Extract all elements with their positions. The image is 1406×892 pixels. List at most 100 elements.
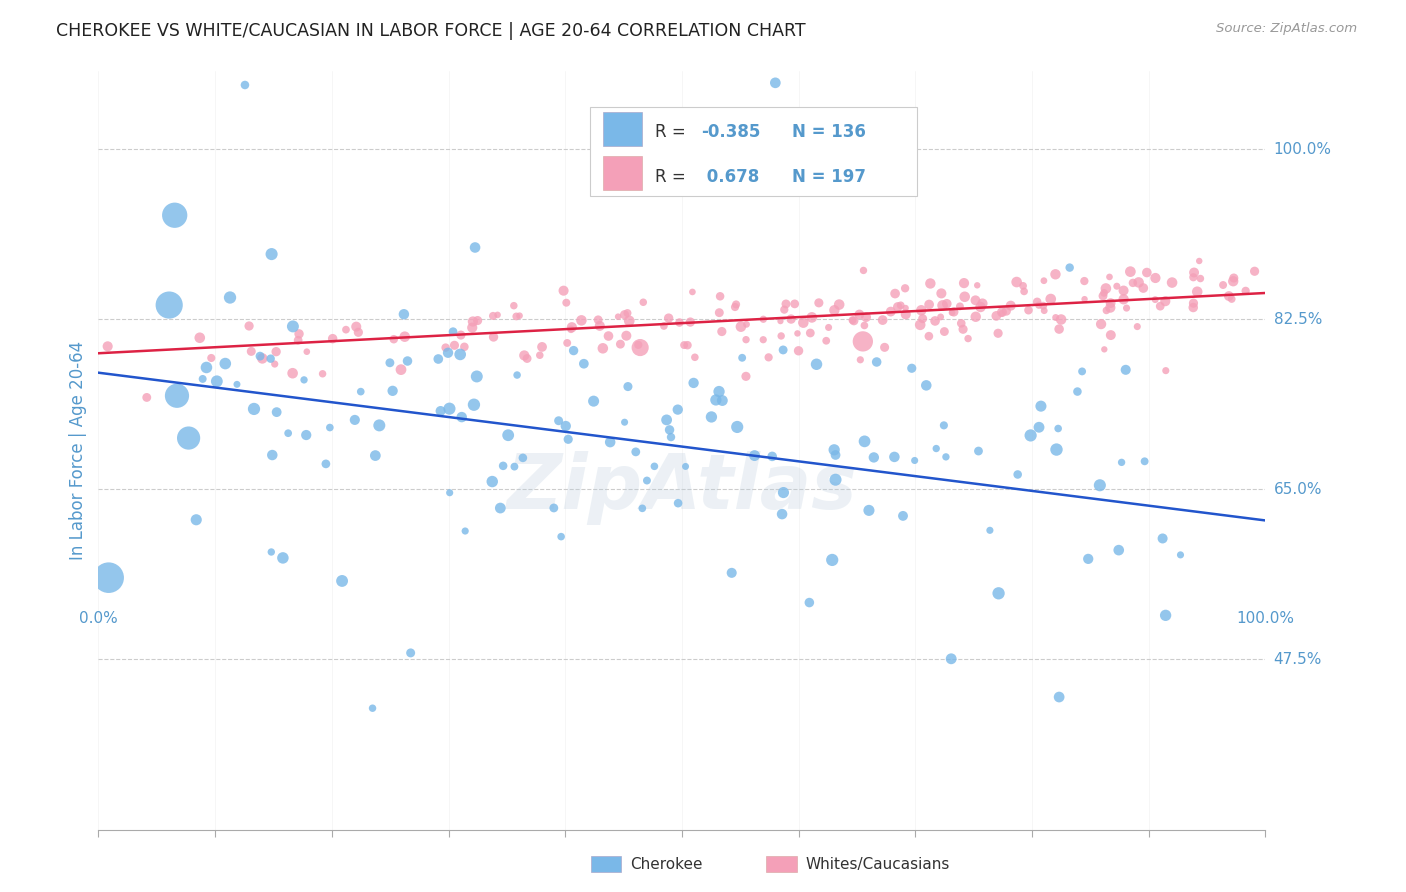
Point — [941, 652, 963, 666]
Text: 47.5%: 47.5% — [1274, 652, 1322, 667]
Point — [1039, 292, 1062, 306]
Point — [1154, 608, 1177, 623]
Point — [1045, 268, 1067, 282]
Point — [260, 545, 283, 559]
Point — [773, 302, 796, 317]
Point — [503, 459, 526, 474]
Point — [853, 318, 876, 333]
Point — [924, 314, 946, 328]
Point — [281, 319, 304, 334]
Text: 0.0%: 0.0% — [79, 611, 118, 626]
Point — [560, 322, 582, 336]
Point — [392, 307, 415, 321]
Point — [1095, 303, 1118, 318]
Text: 82.5%: 82.5% — [1274, 311, 1322, 326]
Point — [668, 316, 690, 330]
Point — [295, 428, 318, 442]
Point — [761, 450, 783, 464]
Point — [967, 444, 990, 458]
Text: Whites/Caucasians: Whites/Caucasians — [806, 857, 950, 871]
Point — [264, 344, 287, 359]
Point — [554, 419, 576, 434]
Point — [848, 308, 870, 322]
Point — [957, 332, 980, 346]
Point — [758, 351, 780, 365]
Point — [1115, 301, 1137, 315]
Point — [1099, 328, 1122, 343]
Point — [890, 298, 912, 312]
Point — [555, 335, 578, 350]
Point — [904, 453, 927, 467]
Point — [368, 418, 391, 433]
Point — [252, 351, 274, 366]
Point — [873, 340, 896, 354]
Point — [730, 319, 752, 334]
Point — [233, 78, 256, 92]
Point — [1222, 274, 1244, 288]
Point — [394, 329, 416, 343]
Point — [509, 309, 531, 323]
Point — [249, 349, 271, 363]
Point — [852, 334, 875, 349]
Y-axis label: In Labor Force | Age 20-64: In Labor Force | Age 20-64 — [69, 341, 87, 560]
Point — [607, 310, 630, 324]
Point — [382, 332, 405, 346]
Point — [443, 338, 465, 352]
Point — [1059, 260, 1081, 275]
Point — [666, 402, 689, 417]
Point — [941, 306, 963, 320]
Point — [735, 333, 758, 347]
Point — [343, 413, 366, 427]
Point — [157, 298, 180, 312]
Point — [709, 306, 731, 320]
Point — [824, 473, 846, 487]
Point — [1019, 428, 1042, 442]
Point — [599, 435, 621, 450]
Point — [1071, 364, 1094, 378]
Point — [609, 337, 631, 351]
Point — [1149, 299, 1171, 313]
Point — [295, 344, 318, 359]
Text: 100.0%: 100.0% — [1274, 142, 1331, 157]
Point — [277, 426, 299, 441]
Point — [799, 596, 821, 610]
Point — [1047, 322, 1070, 336]
Point — [852, 263, 875, 277]
Point — [399, 646, 422, 660]
Point — [965, 293, 987, 308]
Point — [1154, 294, 1177, 309]
Point — [288, 326, 311, 341]
Point — [752, 333, 775, 347]
Point — [529, 348, 551, 362]
Point — [287, 333, 309, 347]
Point — [883, 450, 905, 464]
Text: Cherokee: Cherokee — [630, 857, 703, 871]
Point — [1144, 271, 1167, 285]
Point — [543, 500, 565, 515]
Point — [910, 303, 932, 318]
Text: CHEROKEE VS WHITE/CAUCASIAN IN LABOR FORCE | AGE 20-64 CORRELATION CHART: CHEROKEE VS WHITE/CAUCASIAN IN LABOR FOR… — [56, 22, 806, 40]
Point — [894, 307, 917, 321]
Point — [1098, 269, 1121, 284]
Point — [1122, 276, 1144, 290]
Point — [1091, 289, 1114, 303]
Point — [991, 305, 1014, 319]
Point — [1095, 281, 1118, 295]
Point — [675, 459, 697, 474]
Point — [1126, 319, 1149, 334]
Point — [1047, 690, 1070, 704]
Point — [908, 318, 931, 332]
Point — [1234, 284, 1257, 298]
Point — [1090, 317, 1112, 331]
Point — [335, 323, 357, 337]
Point — [461, 320, 484, 334]
Point — [238, 318, 260, 333]
Point — [461, 314, 484, 328]
Point — [772, 343, 794, 357]
Point — [465, 369, 488, 384]
Point — [330, 574, 353, 588]
Point — [707, 384, 730, 399]
Point — [935, 450, 957, 464]
Text: N = 197: N = 197 — [793, 168, 866, 186]
Point — [772, 485, 794, 500]
